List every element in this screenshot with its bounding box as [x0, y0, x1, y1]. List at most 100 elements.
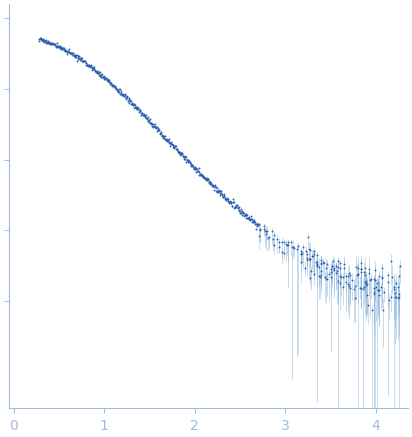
- Point: [241, 210, 248, 217]
- Point: [317, 259, 324, 266]
- Point: [38, 35, 44, 42]
- Point: [135, 105, 142, 112]
- Point: [221, 192, 228, 199]
- Point: [231, 198, 237, 205]
- Point: [119, 90, 126, 97]
- Point: [113, 85, 119, 92]
- Point: [118, 88, 124, 95]
- Point: [227, 198, 234, 205]
- Point: [218, 192, 225, 199]
- Point: [304, 257, 310, 264]
- Point: [363, 281, 370, 288]
- Point: [171, 144, 178, 151]
- Point: [81, 58, 87, 65]
- Point: [96, 69, 102, 76]
- Point: [64, 48, 71, 55]
- Point: [87, 62, 93, 69]
- Point: [364, 291, 370, 298]
- Point: [358, 266, 364, 273]
- Point: [69, 51, 76, 58]
- Point: [327, 273, 334, 280]
- Point: [347, 284, 353, 291]
- Point: [117, 86, 123, 93]
- Point: [229, 196, 236, 203]
- Point: [311, 247, 318, 254]
- Point: [36, 38, 43, 45]
- Point: [54, 43, 61, 50]
- Point: [337, 272, 344, 279]
- Point: [81, 57, 88, 64]
- Point: [244, 212, 250, 219]
- Point: [72, 54, 79, 61]
- Point: [71, 52, 77, 59]
- Point: [285, 239, 291, 246]
- Point: [201, 174, 208, 181]
- Point: [48, 41, 54, 48]
- Point: [314, 260, 320, 267]
- Point: [63, 47, 69, 54]
- Point: [164, 135, 170, 142]
- Point: [146, 118, 152, 125]
- Point: [97, 71, 104, 78]
- Point: [281, 250, 288, 257]
- Point: [98, 74, 105, 81]
- Point: [66, 48, 73, 55]
- Point: [66, 46, 72, 53]
- Point: [145, 118, 152, 125]
- Point: [320, 259, 326, 266]
- Point: [170, 141, 176, 148]
- Point: [93, 68, 99, 75]
- Point: [110, 82, 117, 89]
- Point: [207, 180, 213, 187]
- Point: [83, 61, 89, 68]
- Point: [104, 76, 111, 83]
- Point: [174, 146, 180, 153]
- Point: [370, 291, 377, 298]
- Point: [147, 119, 153, 126]
- Point: [116, 86, 122, 93]
- Point: [146, 116, 153, 123]
- Point: [37, 35, 44, 42]
- Point: [106, 78, 112, 85]
- Point: [130, 100, 136, 107]
- Point: [193, 168, 199, 175]
- Point: [291, 245, 297, 252]
- Point: [125, 96, 132, 103]
- Point: [253, 226, 260, 233]
- Point: [257, 227, 264, 234]
- Point: [161, 135, 168, 142]
- Point: [290, 244, 297, 251]
- Point: [80, 58, 86, 65]
- Point: [255, 221, 262, 228]
- Point: [323, 275, 330, 282]
- Point: [313, 258, 320, 265]
- Point: [318, 272, 324, 279]
- Point: [307, 247, 314, 254]
- Point: [345, 273, 351, 280]
- Point: [142, 113, 149, 120]
- Point: [169, 141, 175, 148]
- Point: [246, 215, 253, 222]
- Point: [43, 37, 49, 44]
- Point: [297, 251, 304, 258]
- Point: [196, 169, 203, 176]
- Point: [47, 40, 54, 47]
- Point: [180, 153, 187, 160]
- Point: [145, 116, 152, 123]
- Point: [127, 97, 134, 104]
- Point: [303, 247, 310, 254]
- Point: [117, 89, 124, 96]
- Point: [266, 233, 273, 240]
- Point: [176, 149, 182, 156]
- Point: [76, 55, 82, 62]
- Point: [190, 163, 197, 170]
- Point: [111, 83, 118, 90]
- Point: [99, 73, 106, 80]
- Point: [151, 121, 158, 128]
- Point: [109, 82, 116, 89]
- Point: [39, 37, 45, 44]
- Point: [40, 37, 46, 44]
- Point: [108, 80, 115, 87]
- Point: [144, 115, 150, 122]
- Point: [328, 266, 334, 273]
